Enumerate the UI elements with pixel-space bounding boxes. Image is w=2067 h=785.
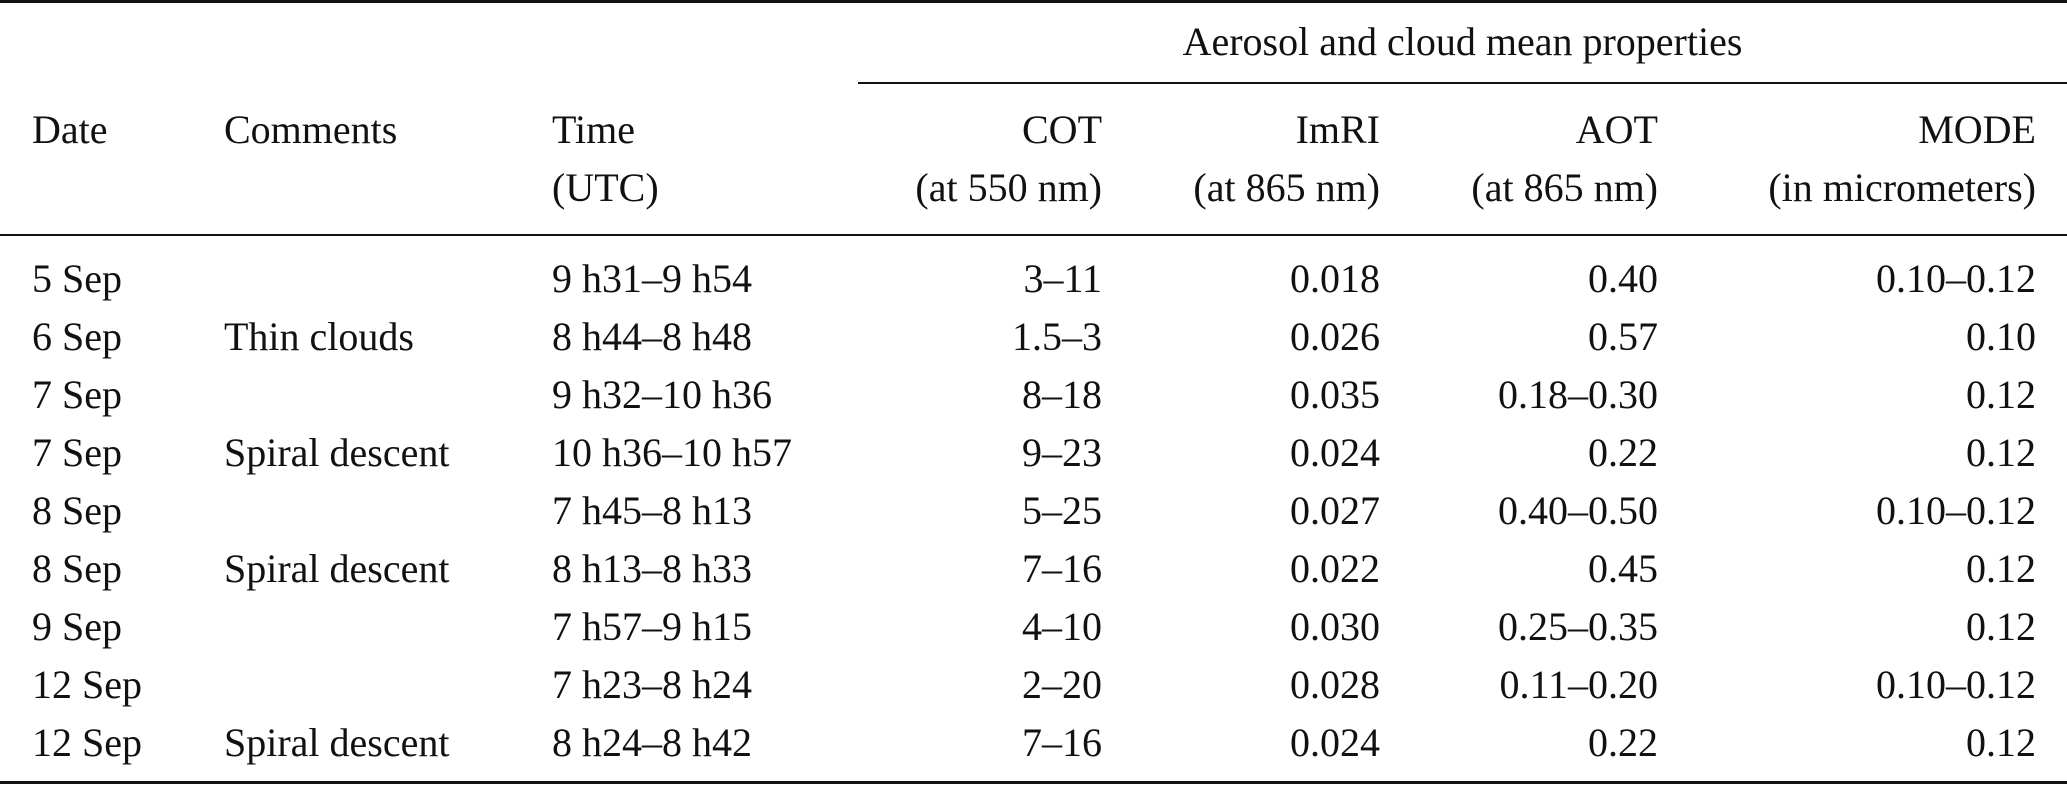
cell-time: 9 h31–9 h54: [552, 256, 752, 301]
cell-imri: 0.024: [1290, 430, 1380, 475]
cell-aot: 0.25–0.35: [1498, 604, 1658, 649]
cell-cot: 8–18: [1022, 372, 1102, 417]
cell-comments: Spiral descent: [224, 430, 450, 475]
cell-cot: 1.5–3: [1012, 314, 1102, 359]
cell-imri: 0.028: [1290, 662, 1380, 707]
cell-date: 5 Sep: [32, 256, 122, 301]
cell-time: 7 h57–9 h15: [552, 604, 752, 649]
cell-time: 9 h32–10 h36: [552, 372, 772, 417]
bottom-rule: [0, 781, 2067, 784]
group-rule: [858, 82, 2067, 84]
cell-cot: 5–25: [1022, 488, 1102, 533]
cell-aot: 0.22: [1588, 430, 1658, 475]
cell-imri: 0.026: [1290, 314, 1380, 359]
cell-cot: 3–11: [1023, 256, 1102, 301]
cell-aot: 0.22: [1588, 720, 1658, 765]
cell-time: 8 h24–8 h42: [552, 720, 752, 765]
cell-cot: 9–23: [1022, 430, 1102, 475]
header-aot-unit: (at 865 nm): [1471, 165, 1658, 210]
header-cot-unit: (at 550 nm): [915, 165, 1102, 210]
top-rule: [0, 0, 2067, 3]
cell-mode: 0.10–0.12: [1876, 256, 2036, 301]
header-time: Time: [552, 107, 636, 152]
cell-mode: 0.10–0.12: [1876, 488, 2036, 533]
header-aot: AOT: [1575, 107, 1658, 152]
cell-mode: 0.12: [1966, 604, 2036, 649]
cell-aot: 0.45: [1588, 546, 1658, 591]
cell-cot: 7–16: [1022, 720, 1102, 765]
header-date: Date: [32, 107, 108, 152]
cell-date: 8 Sep: [32, 546, 122, 591]
cell-aot: 0.40–0.50: [1498, 488, 1658, 533]
cell-imri: 0.030: [1290, 604, 1380, 649]
header-cot: COT: [1022, 107, 1102, 152]
cell-comments: Spiral descent: [224, 720, 450, 765]
cell-cot: 2–20: [1022, 662, 1102, 707]
cell-mode: 0.12: [1966, 372, 2036, 417]
cell-time: 7 h23–8 h24: [552, 662, 752, 707]
cell-mode: 0.10–0.12: [1876, 662, 2036, 707]
cell-cot: 4–10: [1022, 604, 1102, 649]
cell-time: 8 h44–8 h48: [552, 314, 752, 359]
cell-date: 7 Sep: [32, 372, 122, 417]
cell-comments: Thin clouds: [224, 314, 414, 359]
cell-mode: 0.12: [1966, 546, 2036, 591]
cell-time: 7 h45–8 h13: [552, 488, 752, 533]
cell-time: 8 h13–8 h33: [552, 546, 752, 591]
cell-date: 6 Sep: [32, 314, 122, 359]
cell-imri: 0.018: [1290, 256, 1380, 301]
cell-date: 7 Sep: [32, 430, 122, 475]
cell-date: 8 Sep: [32, 488, 122, 533]
cell-imri: 0.035: [1290, 372, 1380, 417]
cell-comments: Spiral descent: [224, 546, 450, 591]
cell-mode: 0.10: [1966, 314, 2036, 359]
cell-imri: 0.027: [1290, 488, 1380, 533]
cell-date: 9 Sep: [32, 604, 122, 649]
cell-imri: 0.022: [1290, 546, 1380, 591]
header-comments: Comments: [224, 107, 398, 152]
cell-date: 12 Sep: [32, 662, 142, 707]
group-header: Aerosol and cloud mean properties: [1182, 19, 1743, 64]
cell-date: 12 Sep: [32, 720, 142, 765]
cell-aot: 0.40: [1588, 256, 1658, 301]
header-time-unit: (UTC): [552, 165, 659, 210]
cell-cot: 7–16: [1022, 546, 1102, 591]
cell-aot: 0.11–0.20: [1499, 662, 1658, 707]
header-imri-unit: (at 865 nm): [1193, 165, 1380, 210]
header-rule: [0, 234, 2067, 236]
cell-time: 10 h36–10 h57: [552, 430, 792, 475]
cell-mode: 0.12: [1966, 430, 2036, 475]
cell-aot: 0.57: [1588, 314, 1658, 359]
header-mode: MODE: [1918, 107, 2036, 152]
cell-imri: 0.024: [1290, 720, 1380, 765]
cell-mode: 0.12: [1966, 720, 2036, 765]
cell-aot: 0.18–0.30: [1498, 372, 1658, 417]
header-imri: ImRI: [1295, 107, 1380, 152]
header-mode-unit: (in micrometers): [1768, 165, 2036, 210]
